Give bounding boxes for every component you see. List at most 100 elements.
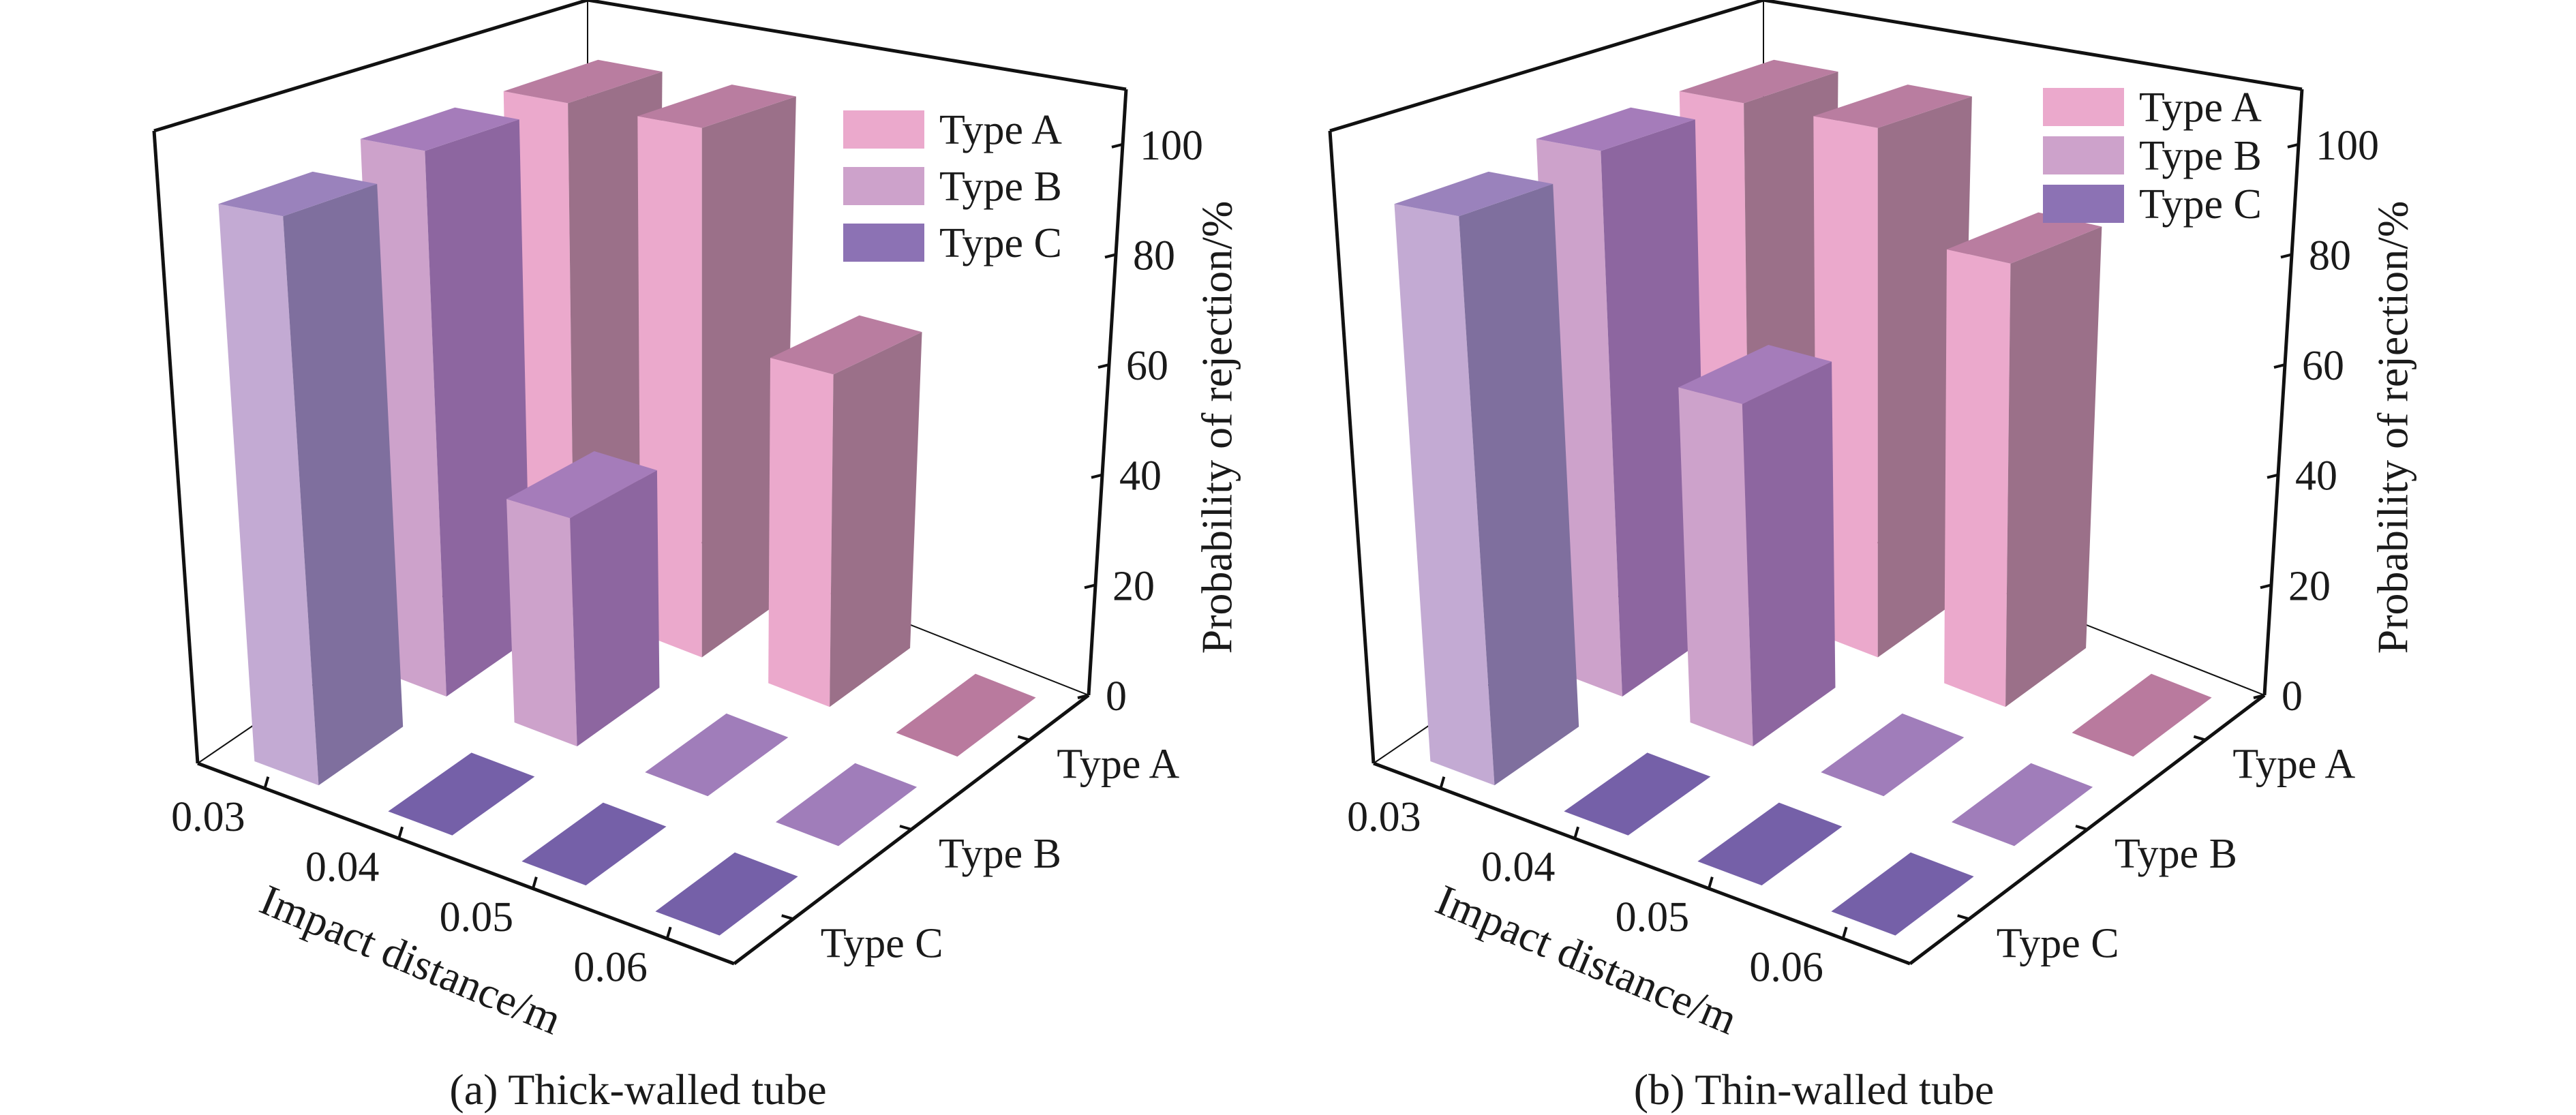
y-tick [1017, 735, 1030, 742]
z-tick [1104, 253, 1117, 259]
bar-type-b-0.06-tile [775, 763, 918, 846]
left-wall-top-edge [153, 0, 588, 133]
y-tick [2075, 825, 2088, 831]
bar-type-b-0.06-tile [1951, 763, 2093, 846]
z-axis-line [2262, 89, 2304, 696]
x-tick-label: 0.06 [573, 944, 648, 990]
x-tick-label: 0.05 [1616, 894, 1690, 941]
bar-type-b-0.04-side-face [1742, 361, 1836, 747]
bar-type-b-0.04-front-face [506, 499, 577, 747]
bar-type-b-0.04-side-face [570, 470, 660, 747]
x-tick [1439, 776, 1446, 789]
bar-type-b-0.05-tile [645, 713, 789, 797]
bar-type-b-0.04-front-face [1678, 387, 1753, 747]
legend-swatch [2043, 185, 2124, 223]
z-tick [2287, 142, 2299, 149]
z-tick [1091, 473, 1103, 479]
z-tick [1077, 694, 1089, 699]
z-tick [2253, 694, 2265, 699]
bar-type-a-0.06-tile [896, 673, 1036, 757]
legend-label: Type B [2139, 133, 2262, 179]
legend-label: Type A [2139, 85, 2262, 131]
bar-type-c-0.06-tile [655, 852, 798, 936]
z-tick-label: 80 [2309, 232, 2351, 279]
bar-type-b-0.03-top-face [1536, 107, 1695, 151]
x-tick [665, 926, 672, 939]
right-wall-top-edge [1763, 0, 2303, 91]
z-tick [1111, 142, 1123, 149]
z-tick-label: 0 [2282, 673, 2303, 720]
bar-type-c-0.05-tile [1697, 802, 1843, 886]
z-tick-label: 20 [2288, 563, 2331, 609]
legend-label: Type C [2139, 181, 2262, 228]
legend: Type A Type B Type C [843, 107, 1062, 266]
x-tick [263, 776, 270, 789]
legend-swatch [2043, 88, 2124, 126]
legend-swatch [2043, 136, 2124, 174]
x-axis-title: Impact distance/m [1429, 875, 1744, 1043]
z-tick-label: 80 [1133, 232, 1175, 279]
bar-type-b-0.04-top-face [1678, 345, 1832, 404]
z-axis-line [1087, 89, 1128, 696]
y-tick-label: Type B [939, 831, 1061, 877]
bar-type-b-0.05-tile [1821, 713, 1965, 797]
x-tick-label: 0.04 [1481, 844, 1556, 890]
z-tick-label: 20 [1112, 563, 1155, 609]
bar-type-c-0.03-side-face [1459, 183, 1579, 786]
x-tick [397, 826, 404, 839]
right-wall-top-edge [587, 0, 1127, 91]
bar-type-b-0.03-side-face [1601, 119, 1707, 697]
x-tick-label: 0.03 [1347, 794, 1421, 840]
left-wall-edge [152, 130, 200, 764]
bar-type-a-0.06-tile [2072, 673, 2212, 757]
legend-label: Type B [939, 164, 1062, 210]
bar-type-a-0.05-side-face [830, 332, 922, 707]
bar-type-c-0.03-top-face [218, 171, 378, 217]
x-axis-line [197, 761, 735, 966]
z-tick [1084, 583, 1096, 590]
legend-label: Type A [939, 107, 1062, 153]
legend-swatch [843, 110, 924, 149]
z-tick-label: 60 [2302, 343, 2344, 389]
x-tick-label: 0.03 [171, 794, 245, 840]
bar-type-c-0.03-top-face [1394, 171, 1554, 217]
y-tick-label: Type A [2232, 742, 2355, 788]
bar-type-c-0.03-front-face [218, 204, 319, 786]
bar-type-a-0.04-top-face [1813, 85, 1972, 128]
bar-type-c-0.05-tile [521, 802, 667, 886]
bar-type-c-0.06-tile [1831, 852, 1974, 936]
bar-type-c-0.03-side-face [283, 183, 404, 786]
y-tick-label: Type C [1997, 920, 2119, 966]
bar-type-b-0.03-side-face [425, 119, 531, 697]
panel-thick-walled: 0 20 40 60 80 100 0.03 0.04 0.05 0.06 Type A Type B… [152, 0, 1241, 1114]
bar-type-a-0.05-top-face [770, 315, 922, 375]
x-tick [1841, 926, 1848, 939]
bar-type-a-0.05-front-face [768, 357, 834, 707]
x-tick-label: 0.06 [1749, 944, 1823, 990]
z-axis-title: Probability of rejection/% [2369, 201, 2417, 654]
bar-type-a-0.03-top-face [1679, 59, 1838, 104]
bar-type-b-0.03-top-face [360, 107, 519, 151]
z-tick-label: 40 [1119, 453, 1162, 500]
z-tick [2267, 473, 2279, 479]
x-axis-title: Impact distance/m [254, 875, 569, 1043]
x-tick [1573, 826, 1580, 839]
bar-type-a-0.05-top-face [1946, 212, 2102, 264]
z-tick-label: 100 [1140, 123, 1203, 169]
y-tick [899, 825, 912, 831]
left-wall-edge [1328, 130, 1376, 764]
bar-type-a-0.03-top-face [503, 59, 663, 104]
y-tick [781, 914, 794, 921]
bar-type-a-0.05-front-face [1944, 249, 2011, 707]
z-tick-label: 0 [1106, 673, 1127, 720]
bar-type-a-0.04-top-face [637, 85, 796, 128]
bar-type-c-0.03-front-face [1394, 204, 1495, 786]
bar-type-c-0.04-tile [388, 752, 535, 836]
z-tick-label: 40 [2295, 453, 2337, 500]
bar-type-b-0.04-top-face [506, 451, 657, 519]
legend-label: Type C [939, 220, 1062, 266]
x-tick-label: 0.04 [305, 844, 380, 890]
